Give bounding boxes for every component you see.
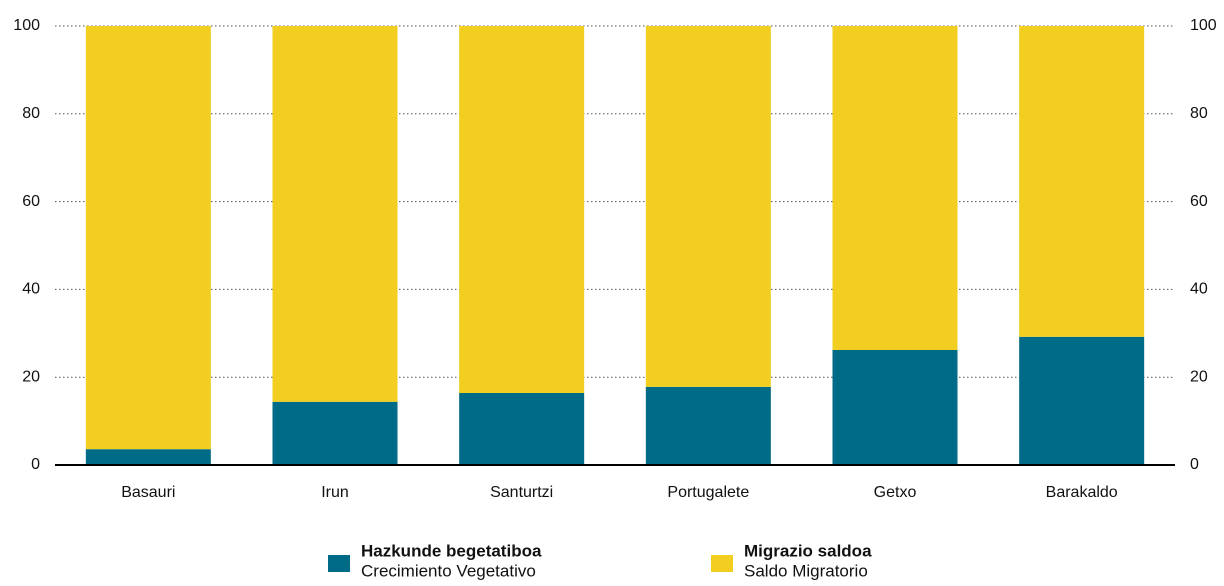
y-tick-label: 0: [31, 456, 40, 473]
legend-label: Hazkunde begetatiboa: [361, 541, 542, 560]
bar-segment: [85, 26, 211, 450]
x-tick-label: Portugalete: [667, 484, 749, 501]
legend-subtitle: Saldo Migratorio: [744, 561, 868, 580]
x-tick-label: Getxo: [874, 484, 917, 501]
y-tick-label: 40: [22, 281, 40, 298]
x-tick-label: Barakaldo: [1046, 484, 1118, 501]
bar-segment: [832, 26, 958, 350]
legend-label: Migrazio saldoa: [744, 541, 872, 560]
x-tick-label: Basauri: [121, 484, 175, 501]
bar-segment: [645, 386, 771, 465]
bar-segment: [272, 26, 398, 402]
y-tick-label: 80: [22, 105, 40, 122]
y2-tick-label: 80: [1190, 105, 1208, 122]
x-tick-label: Irun: [321, 484, 349, 501]
y2-tick-label: 40: [1190, 281, 1208, 298]
bar-segment: [645, 26, 771, 387]
y2-tick-label: 60: [1190, 193, 1208, 210]
bar-segment: [1019, 336, 1145, 465]
x-tick-label: Santurtzi: [490, 484, 553, 501]
bar-segment: [85, 449, 211, 465]
bar-segment: [459, 26, 585, 394]
bar-segment: [459, 393, 585, 465]
y-tick-label: 20: [22, 368, 40, 385]
y2-tick-label: 20: [1190, 368, 1208, 385]
y-tick-label: 100: [13, 17, 40, 34]
y2-tick-label: 0: [1190, 456, 1199, 473]
y-tick-label: 60: [22, 193, 40, 210]
bar-segment: [272, 401, 398, 465]
y2-tick-label: 100: [1190, 17, 1217, 34]
bar-segment: [832, 349, 958, 465]
legend-subtitle: Crecimiento Vegetativo: [361, 561, 536, 580]
legend-swatch: [711, 555, 733, 572]
legend-swatch: [328, 555, 350, 572]
bar-segment: [1019, 26, 1145, 337]
